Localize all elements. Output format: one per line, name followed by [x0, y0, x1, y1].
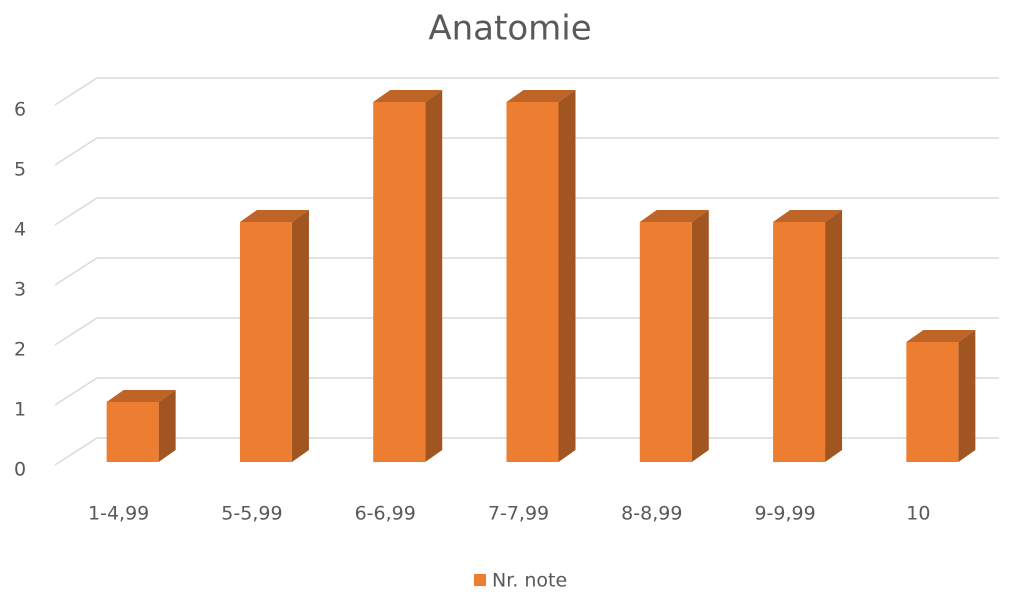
bar — [639, 222, 692, 462]
y-tick-label: 0 — [14, 459, 26, 481]
y-tick-label: 6 — [14, 99, 26, 121]
x-tick-label: 1-4,99 — [88, 503, 149, 525]
bar-top — [373, 90, 443, 102]
bar — [906, 342, 959, 462]
bar-top — [773, 210, 843, 222]
legend-label: Nr. note — [492, 570, 567, 592]
y-tick-label: 2 — [14, 339, 26, 361]
bar — [773, 222, 826, 462]
x-tick-label: 9-9,99 — [754, 503, 815, 525]
bar — [106, 402, 159, 462]
bar-top — [106, 390, 176, 402]
x-tick-label: 10 — [906, 503, 930, 525]
bar — [373, 102, 426, 462]
y-tick-label: 1 — [14, 399, 26, 421]
x-tick-label: 5-5,99 — [221, 503, 282, 525]
x-tick-label: 6-6,99 — [355, 503, 416, 525]
grid-line — [54, 77, 999, 106]
x-tick-label: 7-7,99 — [488, 503, 549, 525]
bar-top — [906, 330, 976, 342]
bar-top — [639, 210, 709, 222]
bar — [239, 222, 292, 462]
grid-line — [54, 197, 999, 226]
y-tick-label: 4 — [14, 219, 26, 241]
bar-top — [506, 90, 576, 102]
bar-side — [158, 390, 176, 462]
x-tick-label: 8-8,99 — [621, 503, 682, 525]
bar-side — [958, 330, 976, 462]
bar-top — [239, 210, 309, 222]
y-tick-label: 5 — [14, 159, 26, 181]
bar-side — [691, 210, 709, 462]
legend-swatch — [474, 574, 486, 586]
chart-title: Anatomie — [428, 9, 591, 49]
y-tick-label: 3 — [14, 279, 26, 301]
bar — [506, 102, 559, 462]
bar-side — [825, 210, 843, 462]
grid-line — [54, 137, 999, 166]
bar-side — [558, 90, 576, 462]
bar-side — [425, 90, 443, 462]
bar-side — [291, 210, 309, 462]
